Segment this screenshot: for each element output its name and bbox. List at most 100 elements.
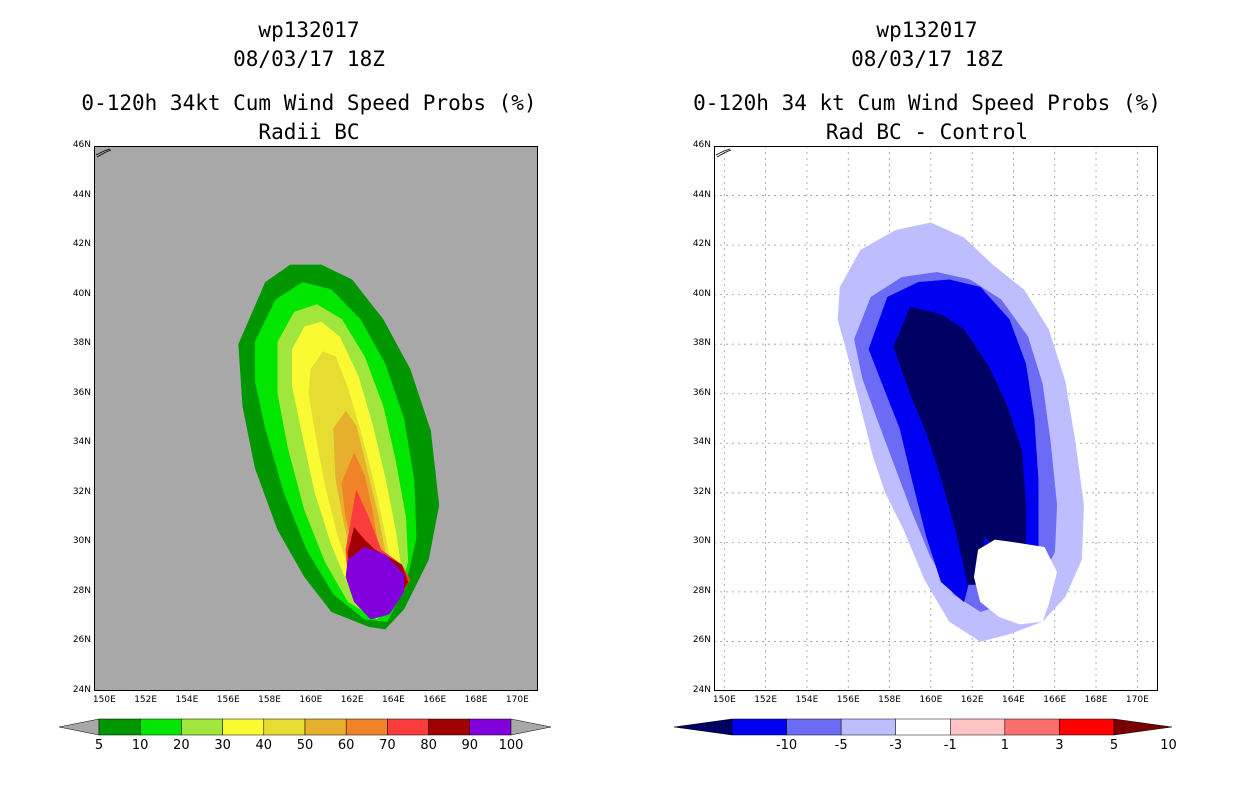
right-title-product: 0-120h 34 kt Cum Wind Speed Probs (%) <box>693 91 1161 115</box>
left-ytick-label: 38N <box>72 338 91 349</box>
right-colorbar-low-triangle <box>673 718 733 736</box>
right-ytick-label: 40N <box>692 288 711 299</box>
right-xtick-label: 154E <box>795 695 819 705</box>
right-ytick-label: 26N <box>692 635 711 646</box>
right-ytick-label: 30N <box>692 536 711 547</box>
right-colorbar-swatch-6 <box>1059 718 1115 736</box>
right-title-storm: wp132017 <box>876 18 978 42</box>
right-ytick-label: 24N <box>692 685 711 695</box>
right-ytick-label: 34N <box>692 437 711 448</box>
left-ytick-label: 32N <box>72 486 91 497</box>
right-colorbar-swatch-2 <box>840 718 896 736</box>
right-colorbar: -10 -5 -3 -1 1 3 5 10 <box>618 716 1236 753</box>
right-xtick-label: 170E <box>1125 695 1149 705</box>
left-xtick-label: 164E <box>382 695 405 705</box>
left-plot-area: 24N 26N 28N 30N 32N 34N 36N 38N 40N 42N 44N 46N 150E… <box>73 140 538 705</box>
right-ytick-label: 28N <box>692 585 711 596</box>
right-colorbar-svg <box>673 718 1173 736</box>
left-contour-map <box>95 148 440 630</box>
left-xtick-label: 154E <box>175 695 199 705</box>
left-xtick-label: 152E <box>134 695 158 705</box>
left-xtick-label: 170E <box>505 695 529 705</box>
right-contour-level-4 <box>973 539 1058 625</box>
right-title-sub: Rad BC - Control <box>825 120 1029 144</box>
right-contour-map <box>714 146 1158 691</box>
left-colorbar-label: 50 <box>296 738 314 753</box>
right-ytick-label: 32N <box>692 486 711 497</box>
left-xtick-label: 160E <box>299 695 323 705</box>
left-colorbar-label: 20 <box>173 738 190 753</box>
right-colorbar-label: -1 <box>943 738 957 753</box>
left-xtick-label: 168E <box>464 695 488 705</box>
left-colorbar-svg <box>58 718 552 736</box>
right-colorbar-swatch-5 <box>1004 718 1060 736</box>
left-xtick-label: 166E <box>423 695 447 705</box>
right-xtick-label: 160E <box>919 695 943 705</box>
left-colorbar-label: 100 <box>498 738 524 753</box>
left-colorbar-label: 40 <box>255 738 273 753</box>
right-ytick-label: 38N <box>692 338 711 349</box>
left-panel: wp132017 08/03/17 18Z 0-120h 34kt Cum Wi… <box>0 18 618 753</box>
left-colorbar-label: 10 <box>131 738 149 753</box>
right-xtick-label: 168E <box>1084 695 1108 705</box>
right-xtick-label: 158E <box>878 695 901 705</box>
right-colorbar-label: 1 <box>1000 738 1009 753</box>
right-colorbar-swatch-4 <box>950 718 1006 736</box>
right-xtick-label: 164E <box>1002 695 1025 705</box>
left-ytick-label: 26N <box>72 635 91 646</box>
left-xtick-label: 150E <box>92 695 116 705</box>
right-colorbar-high-triangle <box>1113 718 1173 736</box>
right-xtick-label: 152E <box>754 695 778 705</box>
right-coastline <box>715 148 732 158</box>
right-xtick-label: 166E <box>1043 695 1067 705</box>
right-ytick-label: 46N <box>692 140 711 150</box>
left-ytick-label: 42N <box>72 239 91 250</box>
left-colorbar-swatch-7 <box>387 718 429 736</box>
left-xtick-label: 156E <box>216 695 240 705</box>
right-ytick-label: 42N <box>692 239 711 250</box>
left-colorbar-swatch-9 <box>469 718 512 736</box>
right-panel: wp132017 08/03/17 18Z 0-120h 34 kt Cum W… <box>618 0 1236 800</box>
right-colorbar-swatch-3 <box>895 718 951 736</box>
right-colorbar-label: 10 <box>1160 738 1177 753</box>
left-ytick-label: 28N <box>72 585 91 596</box>
left-colorbar-low-triangle <box>58 718 100 736</box>
left-ytick-label: 36N <box>72 387 91 398</box>
right-colorbar-swatch-0 <box>731 718 787 736</box>
left-ytick-label: 44N <box>72 189 91 200</box>
left-colorbar-swatch-2 <box>181 718 223 736</box>
left-colorbar-swatch-5 <box>304 718 347 736</box>
left-colorbar-swatch-6 <box>345 718 388 736</box>
right-colorbar-label: 3 <box>1055 738 1064 753</box>
right-colorbar-label: -10 <box>775 738 798 753</box>
left-coastline <box>95 148 112 158</box>
right-ytick-label: 44N <box>692 189 711 200</box>
right-colorbar-swatch-1 <box>786 718 842 736</box>
left-colorbar-label: 70 <box>379 738 396 753</box>
right-xtick-label: 150E <box>712 695 736 705</box>
left-ytick-label: 30N <box>72 536 91 547</box>
left-colorbar-swatch-0 <box>98 718 141 736</box>
right-xtick-label: 162E <box>960 695 984 705</box>
left-colorbar-swatch-8 <box>428 718 471 736</box>
left-colorbar-swatch-1 <box>139 718 182 736</box>
left-colorbar-label: 90 <box>461 738 479 753</box>
right-ytick-label: 36N <box>692 387 711 398</box>
left-colorbar: 5 10 20 30 40 50 60 70 80 90 100 <box>0 716 618 753</box>
left-title-storm: wp132017 <box>258 18 360 42</box>
left-xtick-label: 158E <box>258 695 281 705</box>
left-colorbar-high-triangle <box>510 718 552 736</box>
left-colorbar-swatch-3 <box>222 718 265 736</box>
left-title-product: 0-120h 34kt Cum Wind Speed Probs (%) <box>81 91 537 115</box>
left-colorbar-label: 80 <box>420 738 437 753</box>
right-colorbar-label: 5 <box>1109 738 1119 753</box>
left-ytick-label: 34N <box>72 437 91 448</box>
left-colorbar-label: 5 <box>94 738 104 753</box>
right-xtick-label: 156E <box>836 695 860 705</box>
left-ytick-label: 40N <box>72 288 91 299</box>
right-colorbar-label: -3 <box>889 738 903 753</box>
left-title-sub: Radii BC <box>258 120 360 144</box>
left-colorbar-label: 60 <box>337 738 355 753</box>
right-title-time: 08/03/17 18Z <box>851 47 1003 71</box>
left-contour-level-9 <box>345 547 405 620</box>
